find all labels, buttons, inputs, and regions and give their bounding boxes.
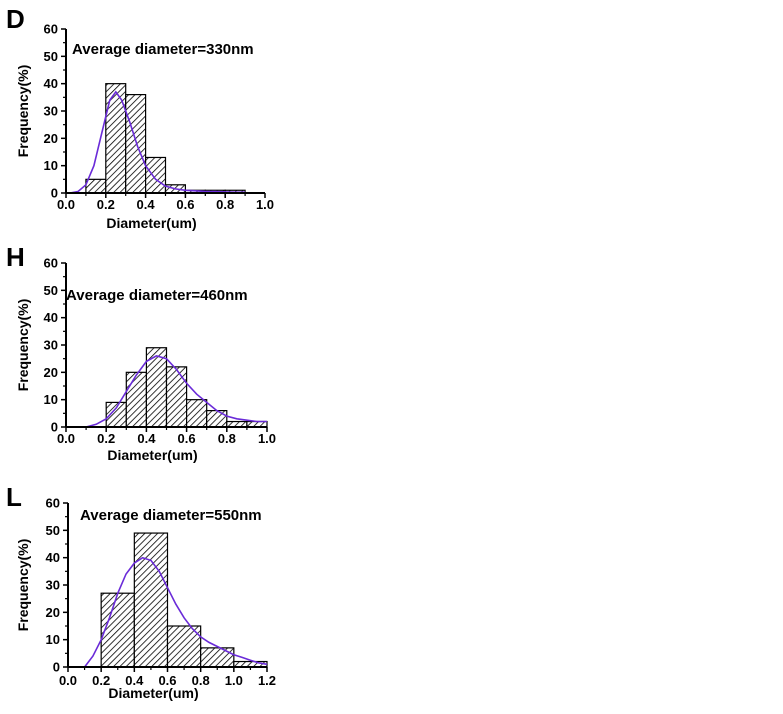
y-tick-label: 40 [46,550,60,565]
y-tick-label: 30 [44,104,58,119]
histogram-bar [125,371,148,428]
histogram-bar [100,592,135,668]
x-tick-label: 0.0 [57,197,75,212]
y-tick-label: 50 [44,283,58,298]
y-tick-label: 20 [44,131,58,146]
x-tick-label: 0.2 [92,673,110,688]
histogram-chart-h: 0.0 0.2 0.4 0.6 0.8 1.0 0 10 20 30 40 50 60 Diameter(… [15,256,276,464]
y-tick-label: 20 [46,605,60,620]
histogram-bar [125,93,147,194]
x-tick-label: 1.2 [258,673,276,688]
y-tick-label: 0 [51,186,58,201]
x-tick-label: 0.8 [218,431,236,446]
y-tick-label: 50 [46,523,60,538]
y-tick-label: 30 [46,578,60,593]
y-tick-label: 10 [44,392,58,407]
x-tick-label: 0.0 [57,431,75,446]
histogram-bar [105,83,127,194]
x-tick-label: 0.6 [176,197,194,212]
x-tick-label: 0.2 [97,431,115,446]
x-axis-title: Diameter(um) [108,685,198,701]
histogram-bar [145,156,167,194]
histogram-bar [133,532,169,668]
y-tick-label: 10 [44,158,58,173]
histogram-panel-h: H 0.0 0.2 0.4 0.6 0.8 1.0 0 10 20 30 40 50 60 Diamete… [0,234,300,474]
y-tick-label: 50 [44,49,58,64]
x-tick-label: 0.6 [158,673,176,688]
fit-curve [85,355,267,428]
x-tick-label: 0.6 [178,431,196,446]
average-diameter-annotation: Average diameter=550nm [80,507,262,524]
histogram-bar [206,410,228,428]
x-tick-label: 0.8 [216,197,234,212]
x-tick-label: 1.0 [258,431,276,446]
histogram-chart-d: 0.0 0.2 0.4 0.6 0.8 1.0 0 10 20 30 40 50 60 Diameter(… [15,22,274,232]
y-tick-label: 60 [44,256,58,271]
x-tick-label: 0.2 [97,197,115,212]
y-tick-label: 40 [44,76,58,91]
y-tick-label: 30 [44,338,58,353]
y-tick-label: 40 [44,310,58,325]
y-tick-label: 0 [53,660,60,675]
y-tick-label: 0 [51,420,58,435]
histogram-bar [85,178,107,194]
panel-label: D [6,4,25,34]
histogram-chart-l: 0.0 0.2 0.4 0.6 0.8 1.0 1.2 0 10 20 30 40 50 60 Diamet… [15,496,276,702]
average-diameter-annotation: Average diameter=460nm [66,287,248,304]
x-tick-label: 0.4 [125,673,144,688]
fit-curve [69,90,246,194]
x-tick-label: 1.0 [225,673,243,688]
panel-label: H [6,242,25,272]
x-tick-label: 0.8 [192,673,210,688]
histogram-panel-d: D 0.0 0.2 0.4 0.6 0.8 1.0 0 10 20 30 40 50 60 Diamete… [0,0,300,240]
y-tick-label: 60 [46,496,60,511]
panel-label: L [6,482,22,512]
x-axis-title: Diameter(um) [107,447,197,463]
histogram-panel-l: L 0.0 0.2 0.4 0.6 0.8 1.0 1.2 0 10 20 30 40 50 60 Diam… [0,474,300,714]
fit-curve [83,556,268,668]
histogram-bar [200,647,235,668]
y-axis-title: Frequency(%) [15,299,31,392]
x-tick-label: 1.0 [256,197,274,212]
average-diameter-annotation: Average diameter=330nm [72,41,254,58]
y-tick-label: 20 [44,365,58,380]
y-axis-title: Frequency(%) [15,65,31,158]
x-tick-label: 0.0 [59,673,77,688]
y-axis-title: Frequency(%) [15,539,31,632]
x-axis-title: Diameter(um) [106,215,196,231]
y-tick-label: 10 [46,632,60,647]
y-tick-label: 60 [44,22,58,37]
x-tick-label: 0.4 [137,197,156,212]
x-tick-label: 0.4 [137,431,156,446]
histogram-bar [186,399,208,428]
histogram-bar [165,366,188,428]
